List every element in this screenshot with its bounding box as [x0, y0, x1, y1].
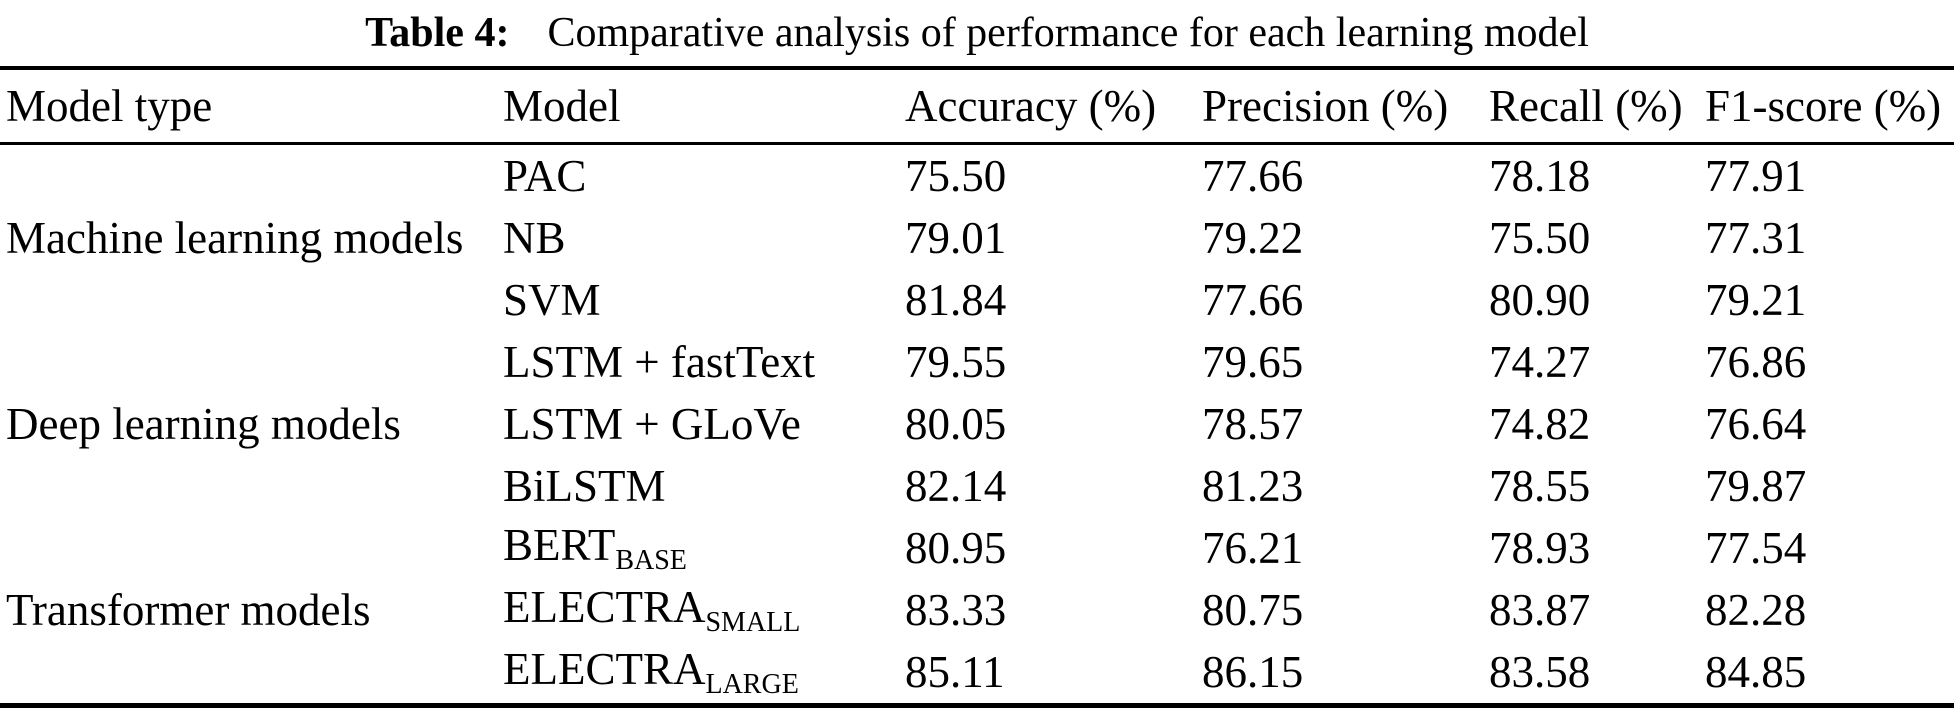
- f1-cell: 82.28: [1705, 585, 1807, 635]
- accuracy-cell: 80.95: [905, 523, 1007, 573]
- col-header-recall: Recall (%): [1483, 68, 1699, 145]
- recall-cell: 83.87: [1489, 585, 1591, 635]
- model-subscript: SMALL: [705, 607, 801, 638]
- table-row: LSTM + GLoVe 80.05 78.57 74.82 76.64: [0, 393, 1954, 455]
- f1-cell: 76.64: [1705, 399, 1807, 449]
- table-row: NB 79.01 79.22 75.50 77.31: [0, 207, 1954, 269]
- precision-cell: 77.66: [1202, 275, 1304, 325]
- recall-cell: 78.93: [1489, 523, 1591, 573]
- header-row: Model type Model Accuracy (%) Precision …: [0, 68, 1954, 145]
- model-type-cell: Transformer models: [0, 517, 497, 706]
- accuracy-cell: 82.14: [905, 461, 1007, 511]
- model-cell: SVM: [497, 269, 899, 331]
- model-type-label: Machine learning models: [6, 213, 464, 263]
- table-row: Transformer models BERTBASE 80.95 76.21 78.9…: [0, 517, 1954, 635]
- accuracy-cell: 79.01: [905, 213, 1007, 263]
- precision-cell: 76.21: [1202, 523, 1304, 573]
- recall-cell: 74.27: [1489, 337, 1591, 387]
- recall-cell: 78.18: [1489, 151, 1591, 201]
- model-name: SVM: [503, 275, 601, 325]
- accuracy-cell: 75.50: [905, 151, 1007, 201]
- table-row: ELECTRALARGE 85.11 86.15 83.58 84.85: [0, 641, 1954, 706]
- model-type-label: Deep learning models: [6, 399, 401, 449]
- model-type-cell: Machine learning models: [0, 144, 497, 332]
- model-name: ELECTRA: [503, 582, 706, 632]
- table-body: Machine learning models PAC 75.50 77.66 78.1…: [0, 144, 1954, 706]
- precision-cell: 79.65: [1202, 337, 1304, 387]
- f1-cell: 77.54: [1705, 523, 1807, 573]
- precision-cell: 78.57: [1202, 399, 1304, 449]
- table-row: BiLSTM 82.14 81.23 78.55 79.87: [0, 455, 1954, 517]
- model-cell: PAC: [497, 144, 899, 208]
- recall-cell: 80.90: [1489, 275, 1591, 325]
- model-name: BiLSTM: [503, 461, 666, 511]
- model-subscript: LARGE: [705, 669, 799, 700]
- model-subscript: BASE: [615, 545, 687, 576]
- precision-cell: 86.15: [1202, 647, 1304, 697]
- table-caption-text: Comparative analysis of performance for …: [547, 10, 1589, 56]
- recall-cell: 75.50: [1489, 213, 1591, 263]
- recall-cell: 83.58: [1489, 647, 1591, 697]
- accuracy-cell: 83.33: [905, 585, 1007, 635]
- model-cell: LSTM + fastText: [497, 331, 899, 393]
- col-header-model: Model: [497, 68, 899, 145]
- table-row: Machine learning models PAC 75.50 77.66 78.1…: [0, 144, 1954, 263]
- f1-cell: 79.87: [1705, 461, 1807, 511]
- model-name: LSTM + fastText: [503, 337, 816, 387]
- col-header-accuracy: Accuracy (%): [899, 68, 1196, 145]
- model-name: BERT: [503, 520, 616, 570]
- model-cell: NB: [497, 207, 899, 269]
- model-cell: ELECTRALARGE: [497, 641, 899, 706]
- model-name: ELECTRA: [503, 644, 706, 694]
- model-cell: BiLSTM: [497, 455, 899, 517]
- precision-cell: 80.75: [1202, 585, 1304, 635]
- col-header-precision: Precision (%): [1196, 68, 1483, 145]
- table-caption-label: Table 4:: [365, 10, 510, 56]
- table-row: SVM 81.84 77.66 80.90 79.21: [0, 269, 1954, 331]
- table-row: ELECTRASMALL 83.33 80.75 83.87 82.28: [0, 579, 1954, 641]
- model-cell: ELECTRASMALL: [497, 579, 899, 641]
- col-header-model-type: Model type: [0, 68, 497, 145]
- recall-cell: 74.82: [1489, 399, 1591, 449]
- model-name: NB: [503, 213, 566, 263]
- table-caption: Table 4: Comparative analysis of perform…: [0, 0, 1954, 66]
- f1-cell: 76.86: [1705, 337, 1807, 387]
- precision-cell: 79.22: [1202, 213, 1304, 263]
- accuracy-cell: 79.55: [905, 337, 1007, 387]
- table-row: Deep learning models LSTM + fastText 79.55…: [0, 331, 1954, 449]
- model-type-label: Transformer models: [6, 585, 371, 635]
- f1-cell: 77.31: [1705, 213, 1807, 263]
- f1-cell: 84.85: [1705, 647, 1807, 697]
- model-type-cell: Deep learning models: [0, 331, 497, 517]
- model-name: PAC: [503, 151, 587, 201]
- performance-table: Model type Model Accuracy (%) Precision …: [0, 66, 1954, 708]
- recall-cell: 78.55: [1489, 461, 1591, 511]
- accuracy-cell: 81.84: [905, 275, 1007, 325]
- model-name: LSTM + GLoVe: [503, 399, 801, 449]
- f1-cell: 79.21: [1705, 275, 1807, 325]
- accuracy-cell: 85.11: [905, 647, 1005, 697]
- model-cell: BERTBASE: [497, 517, 899, 579]
- precision-cell: 77.66: [1202, 151, 1304, 201]
- accuracy-cell: 80.05: [905, 399, 1007, 449]
- model-cell: LSTM + GLoVe: [497, 393, 899, 455]
- precision-cell: 81.23: [1202, 461, 1304, 511]
- f1-cell: 77.91: [1705, 151, 1807, 201]
- col-header-f1-score: F1-score (%): [1699, 68, 1954, 145]
